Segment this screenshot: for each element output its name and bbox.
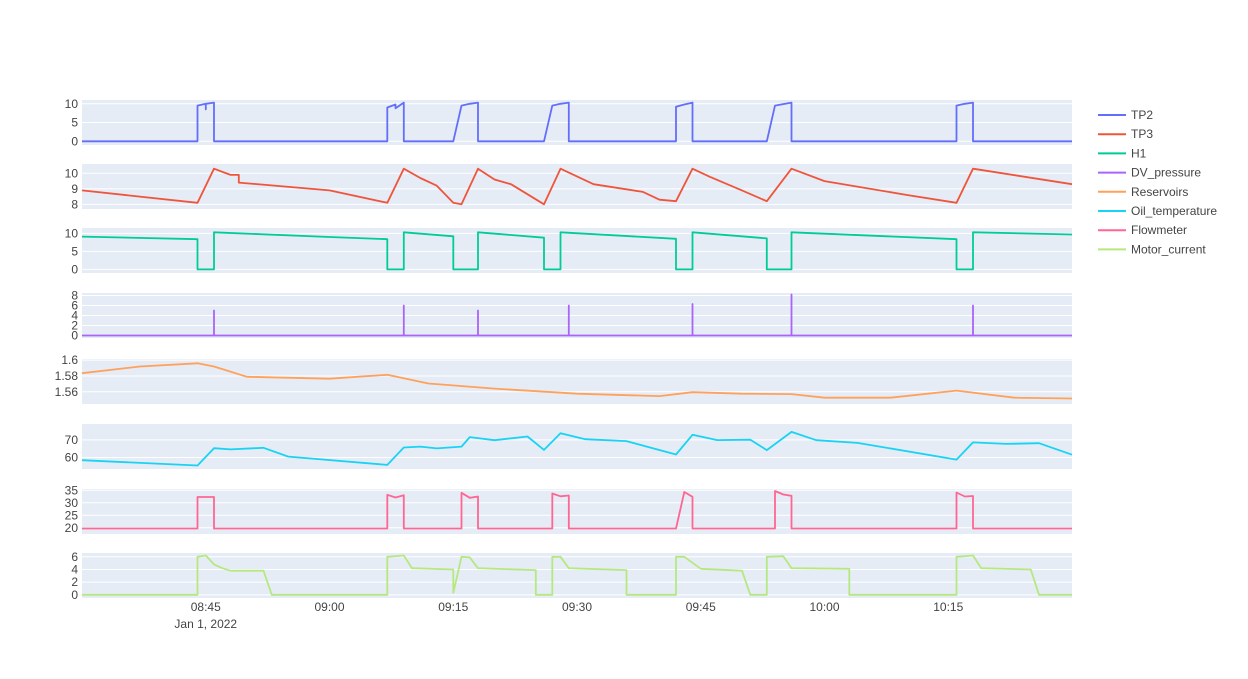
y-tick-label: 8 [71,197,78,211]
y-tick-label: 0 [71,134,78,148]
x-axis-date-label: Jan 1, 2022 [174,617,237,631]
y-tick-label: 9 [71,182,78,196]
y-tick-label: 6 [71,299,78,313]
plot-area [82,359,1072,404]
y-tick-label: 4 [71,562,78,576]
legend-label: TP3 [1131,127,1153,141]
subplot-tp3: 89 10 [65,164,1073,211]
x-tick-label: 09:30 [562,600,592,614]
legend-item-reservoirs[interactable]: Reservoirs [1098,185,1188,199]
legend-item-dv-pressure[interactable]: DV_pressure [1098,166,1201,180]
y-tick-label: 1.56 [55,385,79,399]
subplot-tp2: 0 5 10 [65,97,1072,148]
legend-label: Reservoirs [1131,185,1188,199]
plot-area [82,228,1072,273]
y-tick-label: 5 [71,116,78,130]
y-tick-label: 10 [65,226,79,240]
series-line-motor-current[interactable] [82,554,1072,596]
subplot-h1: 0 5 10 [65,226,1073,276]
y-tick-label: 25 [65,508,79,522]
x-tick-label: 10:00 [809,600,839,614]
y-tick-label: 30 [65,496,79,510]
legend-label: Oil_temperature [1131,204,1217,218]
y-tick-label: 10 [65,166,79,180]
y-tick-label: 2 [71,319,78,333]
y-tick-label: 70 [65,433,79,447]
legend-label: Motor_current [1131,242,1206,256]
legend-label: H1 [1131,146,1147,160]
y-tick-label: 4 [71,309,78,323]
y-tick-label: 6 [71,550,78,564]
legend-item-motor-current[interactable]: Motor_current [1098,242,1206,256]
subplot-panels: 051089100510024681.561.581.6607020253035… [55,97,1073,602]
series-line-tp2[interactable] [82,101,1072,143]
x-tick-label: 10:15 [933,600,963,614]
y-tick-label: 0 [71,262,78,276]
plot-area [82,553,1072,598]
plot-area [82,489,1072,534]
y-tick-label: 0 [71,329,78,343]
subplot-reservoirs: 1.56 1.58 1.6 [55,353,1073,404]
legend-label: TP2 [1131,108,1153,122]
x-tick-label: 09:15 [438,600,468,614]
series-line-oil-temperature[interactable] [81,431,1073,467]
legend-item-flowmeter[interactable]: Flowmeter [1098,223,1187,237]
series-line-h1[interactable] [81,231,1073,271]
x-tick-label: 09:45 [686,600,716,614]
y-tick-label: 1.6 [61,353,78,367]
y-tick-label: 60 [65,451,79,465]
legend-item-tp2[interactable]: TP2 [1098,108,1153,122]
x-tick-label: 09:00 [314,600,344,614]
legend-item-tp3[interactable]: TP3 [1098,127,1153,141]
series-line-dv-pressure[interactable] [82,293,1072,337]
y-tick-label: 2 [71,575,78,589]
y-tick-label: 10 [65,97,79,111]
y-tick-label: 20 [65,521,79,535]
series-line-reservoirs[interactable] [81,362,1073,400]
y-tick-label: 35 [65,483,79,497]
legend[interactable]: TP2 TP3 H1 DV_pressure Reservoirs Oil_tempera… [1098,108,1217,256]
plot-area [82,424,1072,469]
legend-label: Flowmeter [1131,223,1187,237]
y-tick-label: 5 [71,244,78,258]
legend-label: DV_pressure [1131,166,1201,180]
y-tick-label: 1.58 [55,369,79,383]
x-axis: Jan 1, 2022 08:45 09:00 09:15 09:30 09:45 10:… [174,600,963,631]
series-line-flowmeter[interactable] [82,490,1072,530]
y-tick-label: 0 [71,588,78,602]
legend-item-oil-temperature[interactable]: Oil_temperature [1098,204,1217,218]
y-tick-label: 8 [71,289,78,303]
x-tick-label: 08:45 [191,600,221,614]
plot-area [82,164,1072,209]
legend-item-h1[interactable]: H1 [1098,146,1147,160]
series-line-tp3[interactable] [81,167,1073,206]
